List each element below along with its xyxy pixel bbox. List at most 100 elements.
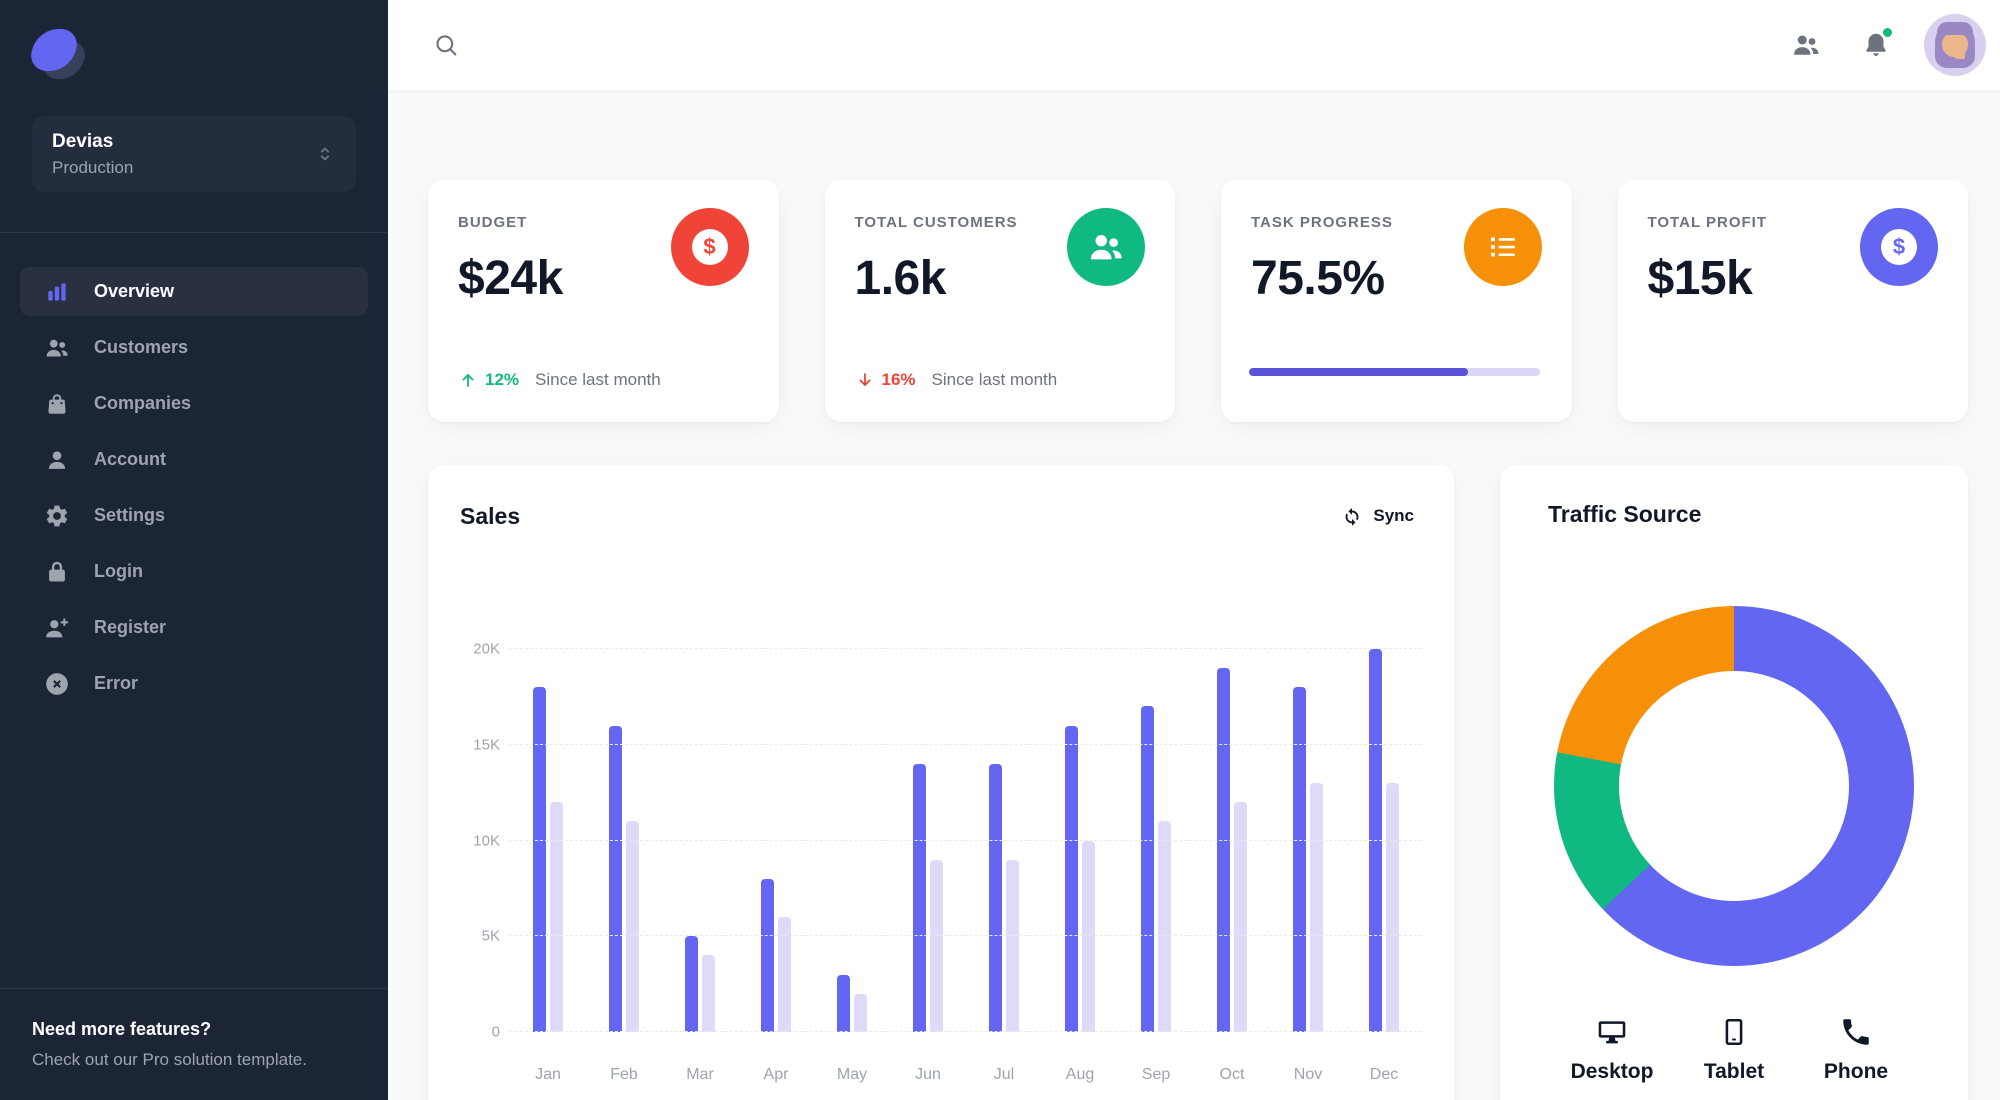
- notifications-button[interactable]: [1854, 23, 1898, 67]
- legend-item-tablet: Tablet: [1673, 1015, 1795, 1084]
- gridline: [510, 1031, 1422, 1032]
- bar-previous-period-light: [854, 993, 867, 1032]
- gridline: [510, 935, 1422, 937]
- sidebar-item-error[interactable]: Error: [20, 659, 368, 708]
- sync-button[interactable]: Sync: [1333, 501, 1422, 531]
- sidebar-footer: Need more features? Check out our Pro so…: [0, 988, 388, 1100]
- legend-item-desktop: Desktop: [1551, 1015, 1673, 1084]
- sidebar-item-label: Overview: [94, 281, 175, 302]
- bar-group-aug: [1042, 649, 1118, 1032]
- trend-value: 12%: [485, 370, 520, 389]
- sales-xaxis: Jan Feb Mar Apr May Jun Jul Aug Sep Oct Nov Dec: [510, 1066, 1422, 1084]
- lock-icon: [44, 559, 70, 585]
- bar-group-apr: [738, 649, 814, 1032]
- x-tick-label: Jun: [915, 1066, 941, 1083]
- bar-current-period-solid: [837, 974, 850, 1032]
- sidebar-item-label: Login: [94, 561, 143, 582]
- total-customers-card: TOTAL CUSTOMERS 1.6k 16% Since last mont…: [824, 180, 1175, 422]
- sidebar-item-account[interactable]: Account: [20, 435, 368, 484]
- sidebar-footer-title: Need more features?: [32, 1019, 212, 1039]
- bar-group-may: [814, 649, 890, 1032]
- refresh-icon: [1345, 507, 1359, 526]
- sidebar-nav: Overview Customers Companies Account Set…: [0, 233, 388, 988]
- x-tick-label: Apr: [763, 1066, 789, 1083]
- dollar-coin-icon: $: [691, 229, 728, 265]
- trend-caption: Since last month: [535, 370, 661, 389]
- bar-group-mar: [662, 649, 738, 1032]
- traffic-donut-chart: [1554, 606, 1914, 966]
- topbar: [388, 0, 2000, 90]
- list-icon: [1490, 237, 1515, 257]
- y-tick-label: 0: [491, 1023, 500, 1041]
- bar-previous-period-light: [1006, 859, 1019, 1032]
- y-tick-label: 20K: [473, 640, 500, 658]
- total-profit-card: TOTAL PROFIT $15k $: [1617, 180, 1968, 422]
- y-tick-label: 5K: [481, 927, 500, 945]
- gridline: [510, 743, 1422, 745]
- sales-panel: Sales Sync 0 5K 10K 15K 20K Jan Feb Mar Apr May J…: [428, 465, 1454, 1100]
- stat-value: $15k: [1647, 252, 1753, 305]
- gear-icon: [44, 503, 70, 529]
- sidebar-item-label: Settings: [94, 505, 166, 526]
- sidebar-item-login[interactable]: Login: [20, 547, 368, 596]
- stat-label: TASK PROGRESS: [1251, 214, 1393, 231]
- search-icon: [436, 35, 457, 56]
- bar-group-nov: [1270, 649, 1346, 1032]
- trend-indicator: 16%: [855, 370, 916, 390]
- sidebar-item-customers[interactable]: Customers: [20, 323, 368, 372]
- users-icon: [44, 335, 70, 361]
- x-tick-label: Oct: [1219, 1066, 1245, 1083]
- user-plus-icon: [44, 615, 70, 641]
- workspace-selector[interactable]: Devias Production: [32, 116, 356, 193]
- sidebar-item-label: Customers: [94, 337, 189, 358]
- x-tick-label: Sep: [1141, 1066, 1171, 1083]
- task-progress-fill: [1249, 368, 1469, 376]
- bar-group-feb: [586, 649, 662, 1032]
- sidebar-item-register[interactable]: Register: [20, 603, 368, 652]
- bar-current-period-solid: [1141, 706, 1154, 1032]
- search-button[interactable]: [424, 23, 468, 67]
- devias-logo[interactable]: [29, 25, 87, 83]
- bell-icon: [1866, 33, 1886, 56]
- legend-item-phone: Phone: [1795, 1015, 1917, 1084]
- bar-previous-period-light: [1082, 840, 1095, 1032]
- charts-row: Sales Sync 0 5K 10K 15K 20K Jan Feb Mar Apr May J…: [428, 465, 1968, 1100]
- x-circle-icon: [44, 671, 70, 697]
- dollar-coin-icon: $: [1881, 229, 1917, 265]
- bar-group-sep: [1118, 649, 1194, 1032]
- x-tick-label: Mar: [686, 1066, 714, 1083]
- sidebar-item-companies[interactable]: Companies: [20, 379, 368, 428]
- sync-label: Sync: [1373, 506, 1414, 525]
- traffic-source-title: Traffic Source: [1548, 501, 1702, 527]
- users-icon: [1090, 234, 1122, 260]
- sidebar-item-label: Register: [94, 617, 167, 638]
- user-avatar[interactable]: [1924, 14, 1986, 76]
- sidebar-item-settings[interactable]: Settings: [20, 491, 368, 540]
- sales-bar-chart: 0 5K 10K 15K 20K: [460, 641, 1422, 1041]
- y-tick-label: 15K: [473, 736, 500, 754]
- task-progress-avatar: [1463, 208, 1542, 286]
- traffic-legend: Desktop Tablet Phone: [1548, 1015, 1920, 1084]
- customers-avatar: [1067, 208, 1145, 286]
- bar-previous-period-light: [1386, 783, 1399, 1032]
- unfold-more-icon: [314, 143, 336, 165]
- desktop-icon: [1595, 1015, 1629, 1049]
- gridline: [510, 839, 1422, 841]
- bar-current-period-solid: [1293, 687, 1306, 1032]
- bar-previous-period-light: [1234, 802, 1247, 1032]
- stat-label: BUDGET: [458, 214, 528, 231]
- bar-previous-period-light: [1158, 821, 1171, 1032]
- bar-previous-period-light: [930, 859, 943, 1032]
- legend-label: Phone: [1823, 1060, 1889, 1083]
- bar-group-jan: [510, 649, 586, 1032]
- bar-current-period-solid: [989, 763, 1002, 1032]
- stats-row: BUDGET $24k $ 12% Since last month TOTAL…: [428, 180, 1968, 422]
- profit-avatar: $: [1860, 208, 1938, 286]
- logo-wrap: [0, 0, 388, 90]
- x-tick-label: Dec: [1369, 1066, 1399, 1083]
- sidebar-item-overview[interactable]: Overview: [20, 267, 368, 317]
- task-progress-bar: [1249, 368, 1540, 376]
- sidebar-item-label: Account: [94, 449, 166, 470]
- bar-previous-period-light: [702, 955, 715, 1032]
- contacts-button[interactable]: [1784, 23, 1828, 67]
